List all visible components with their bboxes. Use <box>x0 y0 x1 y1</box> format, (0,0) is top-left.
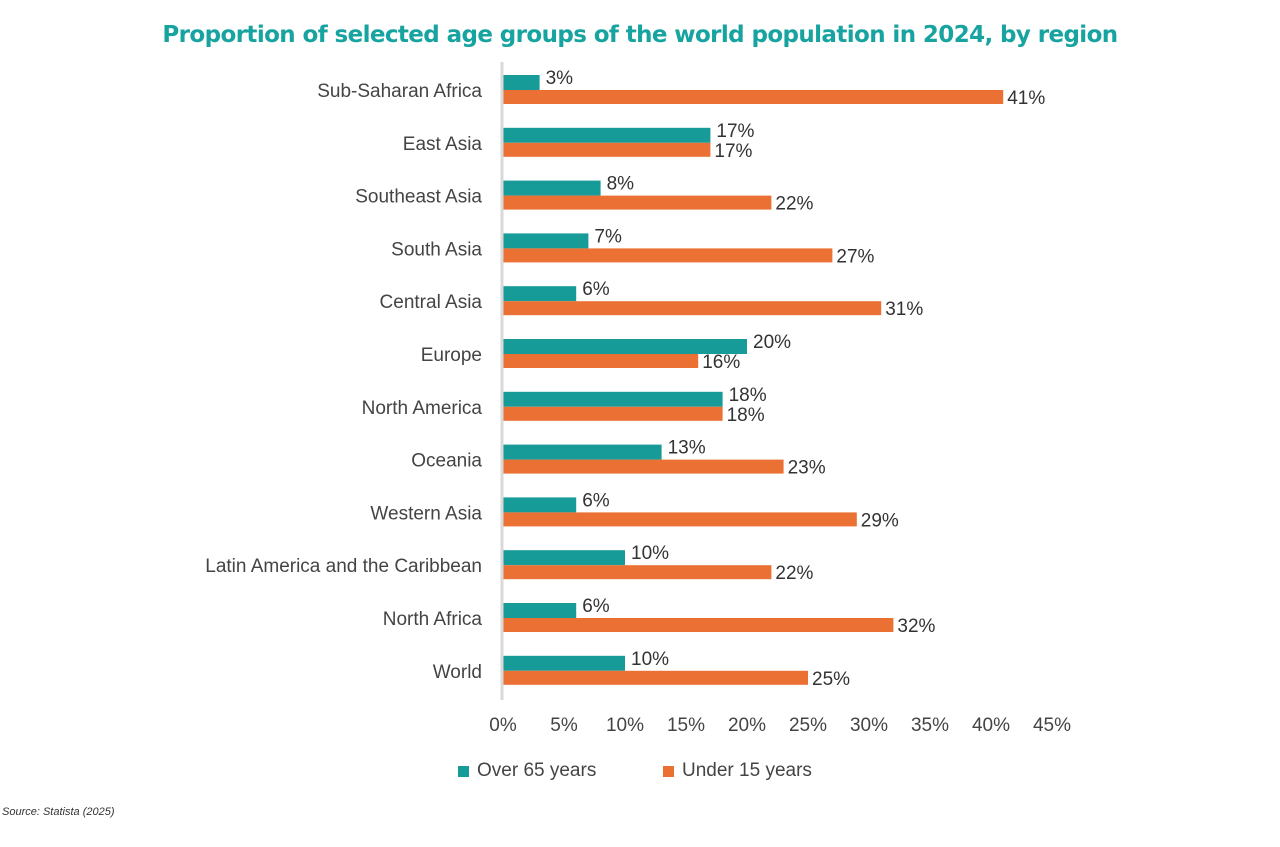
category-label: North Africa <box>383 609 483 630</box>
x-tick-label: 10% <box>606 715 644 736</box>
data-label-under-15: 41% <box>1007 88 1045 109</box>
x-tick-label: 30% <box>850 715 888 736</box>
data-label-over-65: 6% <box>582 490 610 511</box>
bar-under-15 <box>503 565 772 580</box>
data-label-under-15: 25% <box>812 669 850 690</box>
bar-over-65 <box>503 655 625 671</box>
x-tick-label: 45% <box>1033 715 1071 736</box>
legend-swatch-teal <box>458 765 469 777</box>
bar-over-65 <box>503 550 625 566</box>
bar-under-15 <box>503 354 699 368</box>
legend-item-over-65: Over 65 years <box>458 760 596 782</box>
x-tick-label: 5% <box>550 715 578 736</box>
data-label-over-65: 8% <box>607 174 635 195</box>
data-label-over-65: 7% <box>594 226 622 247</box>
bar-over-65 <box>503 286 577 302</box>
category-label: South Asia <box>391 239 482 260</box>
category-label: Latin America and the Caribbean <box>205 556 482 577</box>
bar-chart: Sub-Saharan Africa 3% 41% East Asia 17%17% So… <box>205 62 1071 736</box>
bar-under-15 <box>503 406 723 421</box>
bar-under-15 <box>503 195 772 210</box>
data-label-over-65: 18% <box>729 385 767 406</box>
legend-label: Over 65 years <box>477 760 597 781</box>
bar-over-65 <box>503 391 723 407</box>
data-label-under-15: 16% <box>702 352 740 373</box>
category-label: Central Asia <box>380 292 483 313</box>
data-label-under-15: 17% <box>714 141 752 162</box>
x-tick-label: 0% <box>489 715 517 736</box>
bar-over-65 <box>503 233 589 249</box>
category-label: Oceania <box>411 451 482 472</box>
bar-under-15 <box>503 248 833 263</box>
bar-under-15 <box>503 301 882 316</box>
x-tick-label: 40% <box>972 715 1010 736</box>
bar-under-15 <box>503 618 894 632</box>
category-label: Europe <box>421 345 482 366</box>
data-label-over-65: 13% <box>668 438 706 459</box>
data-label-over-65: 3% <box>546 68 574 89</box>
data-label-over-65: 6% <box>582 279 610 300</box>
x-tick-label: 35% <box>911 715 949 736</box>
category-label: Western Asia <box>370 503 482 524</box>
bar-over-65 <box>503 444 662 460</box>
bar-over-65 <box>503 180 601 196</box>
data-label-over-65: 6% <box>582 596 610 617</box>
data-label-over-65: 17% <box>716 121 754 142</box>
bar-over-65 <box>503 603 577 618</box>
data-label-under-15: 18% <box>727 405 765 426</box>
x-tick-label: 25% <box>789 715 827 736</box>
data-label-under-15: 29% <box>861 510 899 531</box>
bar-over-65 <box>503 339 747 354</box>
category-label: East Asia <box>403 134 483 155</box>
legend-item-under-15: Under 15 years <box>663 760 812 782</box>
bar-under-15 <box>503 90 1004 104</box>
bar-under-15 <box>503 459 784 474</box>
bar-under-15 <box>503 512 857 527</box>
legend-swatch-orange <box>663 765 674 777</box>
legend-label: Under 15 years <box>682 760 812 781</box>
category-label: North America <box>362 398 483 419</box>
bar-over-65 <box>503 497 577 513</box>
category-label: Southeast Asia <box>355 187 482 208</box>
bar-over-65 <box>503 75 540 90</box>
data-label-under-15: 31% <box>885 299 923 320</box>
x-tick-label: 15% <box>667 715 705 736</box>
data-label-under-15: 22% <box>775 563 813 584</box>
data-label-over-65: 20% <box>753 332 791 353</box>
category-label: World <box>433 662 482 683</box>
bar-under-15 <box>503 142 711 157</box>
source-note: Source: Statista (2025) <box>2 806 115 818</box>
data-label-under-15: 32% <box>897 616 935 637</box>
data-label-under-15: 27% <box>836 246 874 267</box>
x-tick-label: 20% <box>728 715 766 736</box>
category-label: Sub-Saharan Africa <box>317 81 482 102</box>
chart-title: Proportion of selected age groups of the… <box>162 22 1118 48</box>
data-label-under-15: 22% <box>775 194 813 215</box>
bar-under-15 <box>503 670 808 685</box>
data-label-over-65: 10% <box>631 543 669 564</box>
bar-over-65 <box>503 127 711 143</box>
data-label-over-65: 10% <box>631 649 669 670</box>
data-label-under-15: 23% <box>788 458 826 479</box>
